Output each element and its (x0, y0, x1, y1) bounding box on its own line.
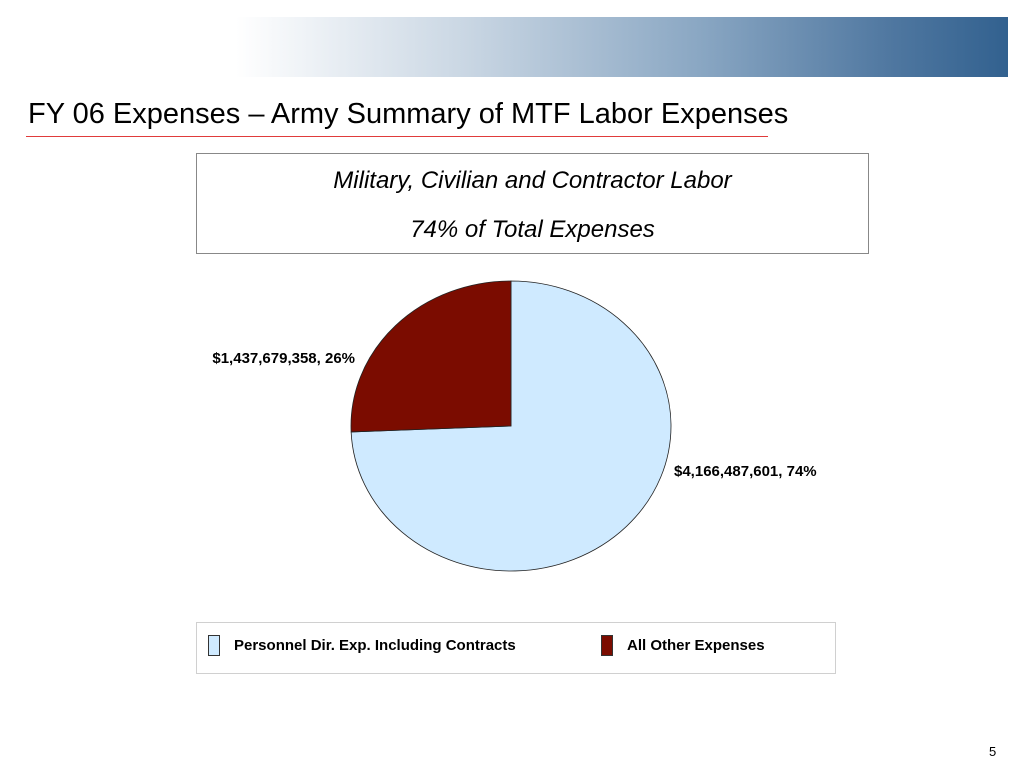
pie-slice-other (350, 280, 512, 433)
legend-swatch-personnel (208, 635, 220, 656)
page-number: 5 (989, 744, 997, 759)
title-underline (26, 136, 768, 137)
legend-item-personnel: Personnel Dir. Exp. Including Contracts (208, 635, 516, 656)
slide-title: FY 06 Expenses – Army Summary of MTF Lab… (28, 98, 789, 130)
subtitle-line-1: Military, Civilian and Contractor Labor (333, 167, 732, 194)
legend-swatch-other (601, 635, 613, 656)
data-label-other: $1,437,679,358, 26% (212, 350, 355, 367)
data-label-personnel: $4,166,487,601, 74% (674, 463, 817, 480)
header-gradient-band (236, 17, 1008, 77)
subtitle-line-2: 74% of Total Expenses (410, 216, 655, 243)
chart-legend: Personnel Dir. Exp. Including Contracts … (196, 622, 836, 674)
subtitle-box: Military, Civilian and Contractor Labor … (196, 153, 869, 254)
legend-label-other: All Other Expenses (627, 637, 765, 654)
legend-item-other: All Other Expenses (601, 635, 765, 656)
legend-label-personnel: Personnel Dir. Exp. Including Contracts (234, 637, 516, 654)
